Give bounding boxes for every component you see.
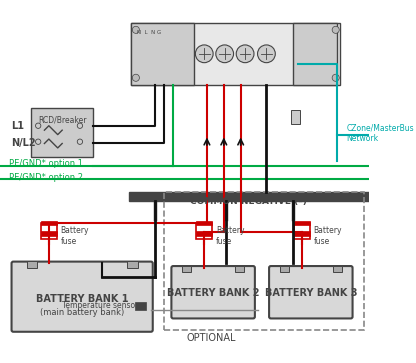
Bar (41, 221, 57, 225)
Circle shape (236, 45, 254, 63)
Text: Battery
fuse: Battery fuse (314, 226, 342, 245)
Bar (27, 261, 37, 268)
Bar (235, 266, 244, 272)
Bar (293, 23, 337, 85)
Circle shape (132, 74, 139, 81)
Bar (294, 223, 310, 240)
Bar (41, 232, 57, 236)
FancyBboxPatch shape (31, 108, 93, 157)
Text: N/L2: N/L2 (11, 139, 35, 148)
Text: BATTERY BANK 1: BATTERY BANK 1 (36, 294, 129, 304)
Text: OPTIONAL: OPTIONAL (186, 333, 236, 343)
FancyBboxPatch shape (171, 266, 255, 318)
Text: BATTERY BANK 3: BATTERY BANK 3 (265, 288, 357, 298)
Bar (280, 266, 289, 272)
Text: RCD/Breaker: RCD/Breaker (38, 115, 87, 124)
FancyBboxPatch shape (131, 23, 340, 85)
Circle shape (35, 123, 41, 129)
Bar (196, 223, 212, 240)
Circle shape (196, 45, 213, 63)
Bar (127, 261, 138, 268)
Text: COMMON NEGATIVE (–): COMMON NEGATIVE (–) (190, 197, 307, 206)
Circle shape (258, 45, 275, 63)
Text: Battery
fuse: Battery fuse (60, 226, 89, 245)
Bar (41, 223, 57, 240)
Text: BATTERY BANK 2: BATTERY BANK 2 (167, 288, 260, 298)
Bar (135, 302, 146, 310)
Circle shape (77, 139, 83, 144)
Bar (196, 232, 212, 236)
Bar (129, 192, 369, 201)
Circle shape (35, 139, 41, 144)
Text: L1: L1 (11, 121, 24, 131)
Bar (131, 23, 193, 85)
Text: N  L  N G: N L N G (137, 30, 161, 35)
Circle shape (132, 26, 139, 33)
Text: PE/GND* option 1: PE/GND* option 1 (9, 159, 83, 168)
Text: Temperature sensor: Temperature sensor (62, 301, 139, 310)
Bar (196, 221, 212, 225)
Text: PE/GND* option 2: PE/GND* option 2 (9, 173, 83, 182)
Text: (main battery bank): (main battery bank) (40, 308, 124, 317)
Text: CZone/MasterBus
Network: CZone/MasterBus Network (347, 124, 414, 143)
Circle shape (332, 26, 339, 33)
Bar (294, 221, 310, 225)
Bar (182, 266, 191, 272)
FancyBboxPatch shape (269, 266, 353, 318)
Circle shape (332, 74, 339, 81)
Circle shape (77, 123, 83, 129)
FancyBboxPatch shape (12, 262, 153, 332)
Bar (291, 110, 300, 124)
Text: Battery
fuse: Battery fuse (216, 226, 244, 245)
Bar (294, 232, 310, 236)
Circle shape (216, 45, 233, 63)
Bar (333, 266, 342, 272)
